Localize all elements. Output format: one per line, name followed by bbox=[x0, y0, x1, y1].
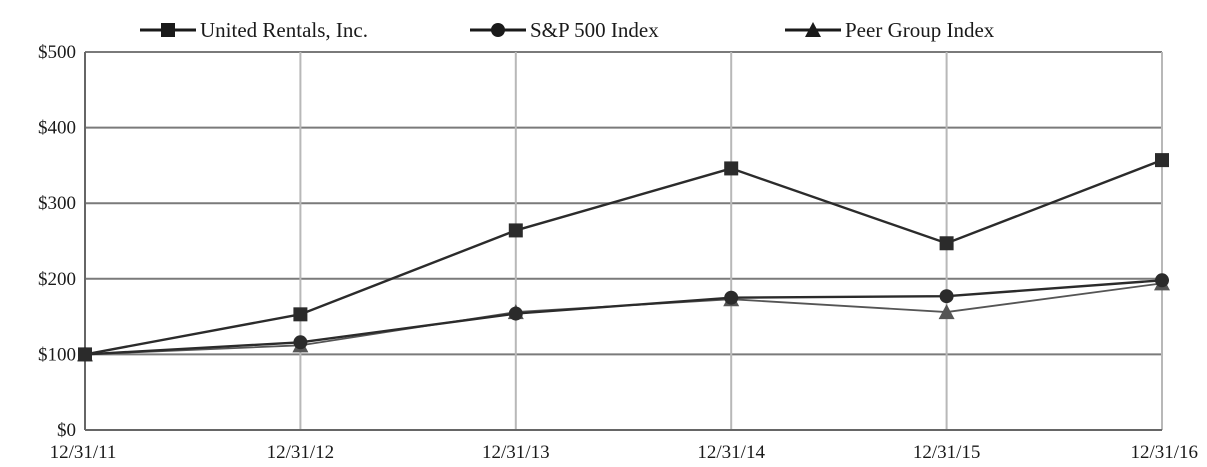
y-tick-label: $400 bbox=[38, 118, 76, 139]
legend-marker-triangle-icon bbox=[805, 22, 821, 37]
y-tick-label: $200 bbox=[38, 269, 76, 290]
data-point-square bbox=[293, 307, 308, 322]
grid bbox=[85, 51, 1163, 430]
data-point-circle bbox=[293, 335, 308, 350]
series-line bbox=[84, 279, 1163, 356]
legend-label: S&P 500 Index bbox=[530, 18, 659, 42]
legend: United Rentals, Inc. S&P 500 Index Peer Gr… bbox=[140, 18, 995, 42]
legend-label: Peer Group Index bbox=[845, 18, 995, 42]
data-point-circle bbox=[724, 290, 739, 305]
x-tick-label: 12/31/15 bbox=[913, 442, 981, 462]
legend-label: United Rentals, Inc. bbox=[200, 18, 368, 42]
x-tick-label: 12/31/14 bbox=[697, 442, 765, 462]
series-group bbox=[77, 153, 1170, 362]
data-point-circle bbox=[939, 289, 954, 304]
data-point-circle bbox=[1155, 273, 1169, 288]
x-tick-label: 12/31/16 bbox=[1130, 442, 1198, 462]
x-tick-label: 12/31/13 bbox=[482, 442, 550, 462]
y-tick-label: $0 bbox=[57, 420, 76, 441]
data-point-square bbox=[78, 347, 92, 362]
series-line bbox=[84, 158, 1163, 356]
data-point-square bbox=[724, 161, 739, 176]
legend-marker-circle-icon bbox=[491, 23, 505, 37]
data-point-square bbox=[508, 223, 523, 238]
x-tick-label: 12/31/12 bbox=[267, 442, 335, 462]
data-point-square bbox=[939, 236, 954, 251]
y-tick-label: $100 bbox=[38, 344, 76, 365]
data-point-triangle bbox=[938, 304, 955, 320]
x-tick-label: 12/31/11 bbox=[50, 442, 117, 462]
axes: $0 $100 $200 $300 $400 $500 12/31/11 12/31/12 12… bbox=[38, 42, 1198, 463]
legend-marker-square-icon bbox=[161, 23, 175, 37]
y-tick-label: $500 bbox=[38, 42, 76, 63]
series-line bbox=[84, 282, 1163, 356]
data-point-circle bbox=[508, 306, 523, 321]
data-point-square bbox=[1155, 153, 1169, 168]
y-tick-label: $300 bbox=[38, 193, 76, 214]
